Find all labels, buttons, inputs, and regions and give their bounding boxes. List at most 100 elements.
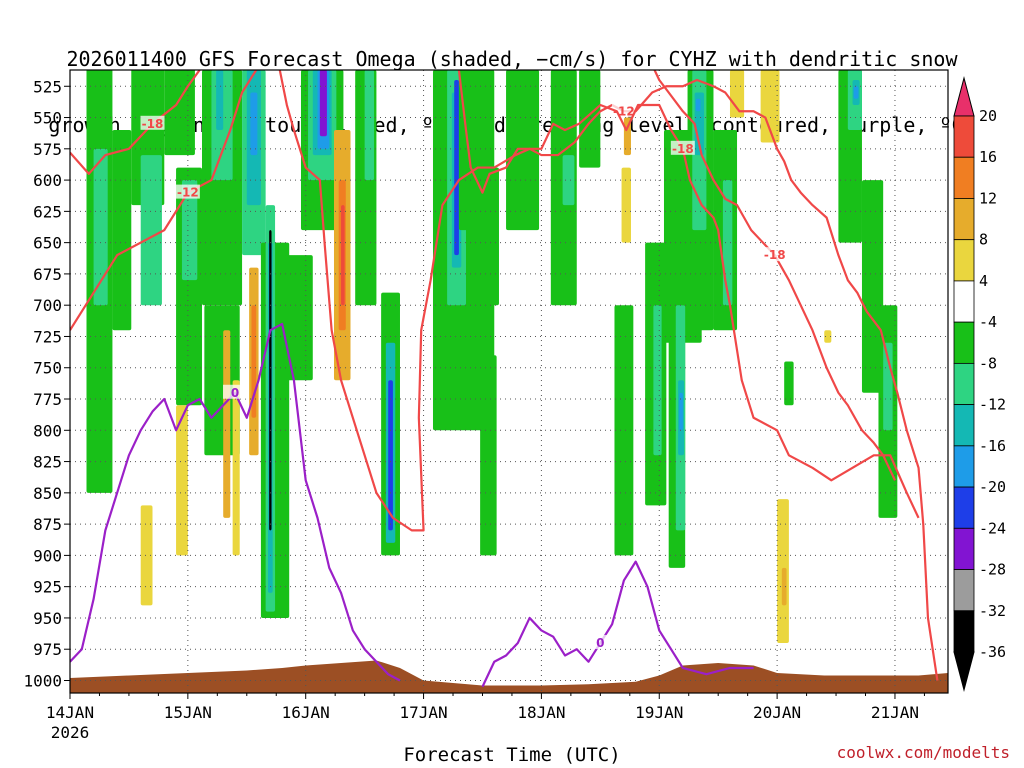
y-tick-label: 750 [33,359,62,378]
colorbar-segment [953,486,975,529]
omega-cell [223,330,231,518]
x-tick-label: 16JAN [282,703,330,722]
colorbar: 20 16 12 8 4 -4 -8 -12 -16 -20 -24 -28 -32 -36 [953,76,1006,692]
dgz-contour-label: -18 [142,117,164,131]
omega-cell [181,180,198,281]
y-tick-label: 650 [33,234,62,253]
x-tick-label: 17JAN [399,703,447,722]
freezing-level-contour-label-bg [588,634,613,649]
terrain-area [70,660,948,693]
omega-cell [729,70,745,118]
dgz-contour [70,70,201,175]
omega-cell [824,330,832,343]
omega-cell [364,70,375,181]
y-tick-label: 775 [33,390,62,409]
y-tick-label: 700 [33,296,62,315]
colorbar-label: -20 [979,478,1006,496]
colorbar-label: -32 [979,602,1006,620]
terrain-profile [70,660,948,693]
omega-cell [112,130,132,331]
colorbar-top-arrow [953,76,975,117]
colorbar-label: -16 [979,437,1006,455]
x-tick-label: 18JAN [517,703,565,722]
colorbar-label: 4 [979,272,988,290]
plot-frame [69,69,949,694]
omega-cell [140,155,162,306]
omega-cell [468,167,499,306]
omega-cell [388,380,393,531]
y-tick-label: 975 [33,640,62,659]
x-tick-label: 20JAN [753,703,801,722]
omega-cell [781,567,787,606]
colorbar-segment [953,362,975,406]
colorbar-segment [953,239,975,282]
omega-cell [140,505,153,606]
colorbar-label: -8 [979,354,997,372]
colorbar-segment [953,280,975,323]
y-tick-label: 850 [33,484,62,503]
colorbar-segment [953,156,975,199]
omega-cell [93,148,108,306]
y-tick-label: 575 [33,140,62,159]
omega-cell [695,98,701,112]
x-tick-label: 15JAN [164,703,212,722]
dgz-contour-label-bg [762,247,787,262]
x-year-label: 2026 [51,723,90,742]
omega-cell [562,155,575,206]
x-tick-label: 19JAN [635,703,683,722]
colorbar-label: -4 [979,313,997,331]
colorbar-label: 20 [979,107,997,125]
x-tick-label: 14JAN [46,703,94,722]
y-tick-label: 725 [33,327,62,346]
colorbar-label: -28 [979,561,1006,579]
colorbar-label: -12 [979,396,1006,414]
omega-cell [653,305,662,456]
omega-cell [621,167,631,243]
freezing-level-contour-label: 0 [596,636,604,650]
colorbar-label: 12 [979,189,997,207]
omega-cell [861,180,884,393]
omega-cell [216,70,224,131]
y-tick-label: 925 [33,578,62,597]
omega-cell [679,392,683,431]
colorbar-segment [953,115,975,158]
omega-cell [204,305,240,456]
omega-cell [454,80,459,256]
colorbar-segment [953,404,975,447]
dgz-contour-label-bg [670,140,695,155]
dgz-contour-label: -12 [177,186,199,200]
omega-cell [579,70,601,168]
chart-title-line-1: 2026011400 GFS Forecast Omega (shaded, −… [66,47,958,71]
x-axis-label: Forecast Time (UTC) [403,744,621,766]
y-tick-label: 600 [33,171,62,190]
credit-link[interactable]: coolwx.com/modelts [836,743,1010,762]
omega-cell [176,405,188,556]
dgz-contour-label-bg [175,184,200,199]
y-tick-label: 950 [33,609,62,628]
omega-cell [480,355,497,556]
y-tick-label: 625 [33,202,62,221]
omega-cell [760,70,780,143]
y-tick-label: 675 [33,265,62,284]
colorbar-bottom-arrow [953,651,975,692]
colorbar-segment [953,610,975,653]
omega-cell [506,70,540,231]
y-tick-label: 825 [33,453,62,472]
colorbar-segment [953,198,975,241]
dgz-contour-label-bg [140,115,165,130]
omega-cell [614,305,634,556]
colorbar-segment [953,527,975,570]
colorbar-label: -24 [979,519,1006,537]
y-axis-ticks: 525 550 575 600 625 650 675 700 725 750 775 800 825 8… [23,77,70,690]
omega-cell [269,230,272,531]
omega-cell [284,255,313,381]
omega-cell [319,70,327,137]
y-tick-label: 550 [33,109,62,128]
omega-cell [784,361,794,406]
dgz-contour-label: -18 [764,248,786,262]
y-tick-label: 875 [33,515,62,534]
x-tick-label: 21JAN [871,703,919,722]
colorbar-segment [953,321,975,364]
